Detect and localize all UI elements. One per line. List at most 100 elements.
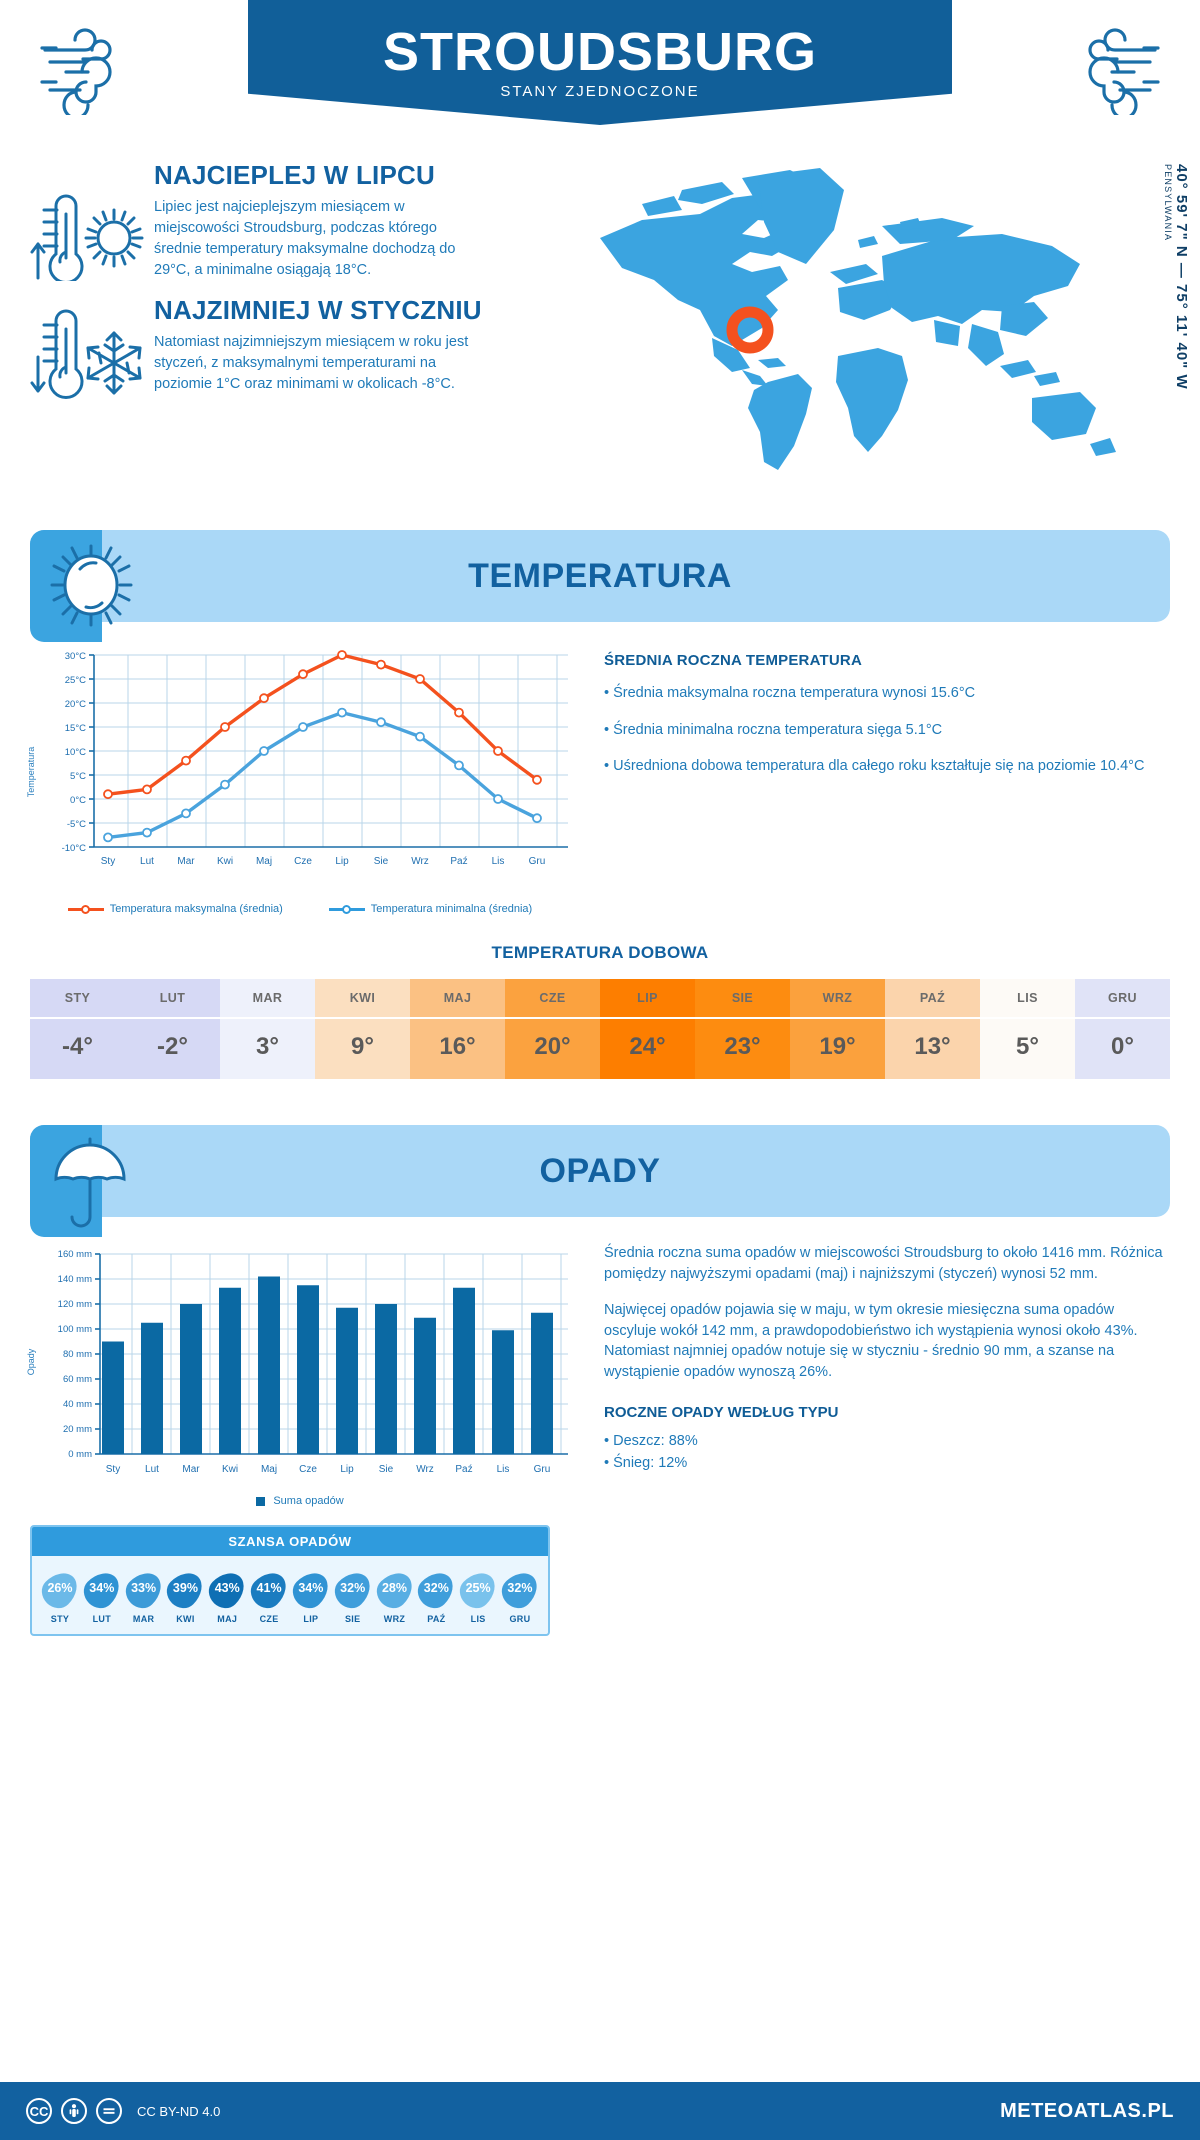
temperature-summary: ŚREDNIA ROCZNA TEMPERATURA • Średnia mak… bbox=[580, 642, 1170, 915]
svg-text:Sie: Sie bbox=[379, 1464, 394, 1475]
table-col-header: PAŹ bbox=[885, 979, 980, 1018]
umbrella-icon bbox=[44, 1133, 144, 1233]
sun-icon bbox=[44, 538, 139, 633]
water-drop-icon: 28% bbox=[370, 1565, 419, 1615]
svg-text:Maj: Maj bbox=[256, 856, 272, 867]
rain-chance-item: 33% MAR bbox=[119, 1565, 168, 1624]
svg-text:Lut: Lut bbox=[140, 856, 154, 867]
precip-types-title: ROCZNE OPADY WEDŁUG TYPU bbox=[604, 1404, 839, 1422]
table-cell: 3° bbox=[220, 1017, 315, 1079]
water-drop-icon: 39% bbox=[161, 1565, 210, 1615]
daily-temperature-table: STY LUT MAR KWI MAJ CZE LIP SIE WRZ PAŹ … bbox=[30, 979, 1170, 1079]
legend-label-sum: Suma opadów bbox=[273, 1495, 344, 1507]
svg-text:Opady: Opady bbox=[26, 1348, 36, 1375]
svg-text:25°C: 25°C bbox=[65, 675, 86, 686]
section-title: TEMPERATURA bbox=[468, 556, 732, 595]
rain-chance-month: SIE bbox=[344, 1614, 361, 1624]
site-brand: METEOATLAS.PL bbox=[1000, 2099, 1174, 2122]
rain-chance-panel: SZANSA OPADÓW 26% STY 34% LUT 33% bbox=[30, 1525, 550, 1636]
precip-type-rain: • Deszcz: 88% bbox=[604, 1433, 698, 1450]
table-col-header: MAR bbox=[220, 979, 315, 1018]
rain-chance-month: CZE bbox=[259, 1614, 279, 1624]
wind-icon-left bbox=[30, 20, 140, 115]
legend-swatch-sum bbox=[256, 1496, 266, 1506]
precip-paragraph: Najwięcej opadów pojawia się w maju, w t… bbox=[604, 1302, 1138, 1380]
rain-chance-title: SZANSA OPADÓW bbox=[32, 1527, 548, 1556]
legend-item-min: Temperatura minimalna (średnia) bbox=[328, 903, 533, 915]
rain-chance-month: GRU bbox=[509, 1614, 531, 1624]
page-title: STROUDSBURG bbox=[382, 22, 817, 82]
legend-label-min: Temperatura minimalna (średnia) bbox=[370, 903, 533, 915]
rain-chance-month: WRZ bbox=[383, 1614, 406, 1624]
svg-text:Cze: Cze bbox=[299, 1464, 317, 1475]
svg-text:Paź: Paź bbox=[450, 856, 467, 867]
svg-text:120 mm: 120 mm bbox=[58, 1299, 92, 1310]
rain-chance-value: 41% bbox=[256, 1581, 282, 1595]
title-banner: STROUDSBURG STANY ZJEDNOCZONE bbox=[248, 0, 952, 125]
svg-text:Gru: Gru bbox=[534, 1464, 551, 1475]
svg-text:Lip: Lip bbox=[340, 1464, 354, 1475]
rain-chance-item: 34% LIP bbox=[286, 1565, 336, 1624]
fact-title: NAJCIEPLEJ W LIPCU bbox=[154, 160, 435, 190]
temperature-content: Temperatura 30°C 25°C 20°C 15°C 10°C 5°C… bbox=[0, 622, 1200, 915]
rain-chance-value: 33% bbox=[131, 1581, 157, 1595]
rain-chance-value: 32% bbox=[507, 1581, 533, 1595]
header: STROUDSBURG STANY ZJEDNOCZONE bbox=[0, 0, 1200, 150]
svg-text:Wrz: Wrz bbox=[416, 1464, 434, 1475]
rain-chance-item: 28% WRZ bbox=[370, 1565, 419, 1624]
rain-chance-month: STY bbox=[50, 1614, 70, 1624]
svg-text:100 mm: 100 mm bbox=[58, 1324, 92, 1335]
table-col-header: KWI bbox=[315, 979, 410, 1018]
table-col-header: LIS bbox=[980, 979, 1075, 1018]
water-drop-icon: 34% bbox=[286, 1565, 336, 1615]
temperature-chart: Temperatura 30°C 25°C 20°C 15°C 10°C 5°C… bbox=[20, 642, 580, 915]
temperature-legend: Temperatura maksymalna (średnia) Tempera… bbox=[20, 903, 580, 915]
table-cell: 23° bbox=[695, 1017, 790, 1079]
svg-text:140 mm: 140 mm bbox=[58, 1274, 92, 1285]
water-drop-icon: 43% bbox=[202, 1565, 252, 1615]
footer: CC CC BY-ND 4.0 METEOATLAS.PL bbox=[0, 2082, 1200, 2140]
svg-text:Lip: Lip bbox=[335, 856, 349, 867]
rain-chance-item: 32% SIE bbox=[328, 1565, 378, 1624]
svg-text:15°C: 15°C bbox=[65, 723, 86, 734]
svg-text:Wrz: Wrz bbox=[411, 856, 429, 867]
svg-text:Sty: Sty bbox=[106, 1464, 120, 1475]
table-col-header: GRU bbox=[1075, 979, 1170, 1018]
svg-text:20°C: 20°C bbox=[65, 699, 86, 710]
rain-chance-month: PAŹ bbox=[427, 1614, 446, 1624]
country-subtitle: STANY ZJEDNOCZONE bbox=[500, 82, 700, 100]
table-row: -4° -2° 3° 9° 16° 20° 24° 23° 19° 13° 5°… bbox=[30, 1017, 1170, 1079]
legend-item-max: Temperatura maksymalna (średnia) bbox=[67, 903, 283, 915]
svg-text:Gru: Gru bbox=[529, 856, 546, 867]
temperature-section-header: TEMPERATURA bbox=[30, 530, 1170, 642]
thermometer-snowflake-icon bbox=[30, 295, 150, 416]
rain-chance-value: 28% bbox=[381, 1581, 408, 1595]
svg-text:30°C: 30°C bbox=[65, 651, 86, 662]
svg-text:160 mm: 160 mm bbox=[58, 1249, 92, 1260]
table-cell: 19° bbox=[790, 1017, 885, 1079]
precipitation-content: Opady 160 mm 140 mm 120 mm 100 mm 80 mm … bbox=[0, 1217, 1200, 1507]
svg-text:Maj: Maj bbox=[261, 1464, 277, 1475]
svg-text:Cze: Cze bbox=[294, 856, 312, 867]
svg-text:40 mm: 40 mm bbox=[63, 1399, 92, 1410]
license-block: CC CC BY-ND 4.0 bbox=[26, 2098, 220, 2124]
by-icon bbox=[61, 2098, 87, 2124]
summary-bullet: • Uśredniona dobowa temperatura dla całe… bbox=[604, 758, 1145, 775]
table-col-header: CZE bbox=[505, 979, 600, 1018]
svg-text:80 mm: 80 mm bbox=[63, 1349, 92, 1360]
water-drop-icon: 32% bbox=[328, 1565, 378, 1615]
svg-text:Lut: Lut bbox=[145, 1464, 159, 1475]
precipitation-section-header: OPADY bbox=[30, 1125, 1170, 1237]
svg-text:60 mm: 60 mm bbox=[63, 1374, 92, 1385]
svg-text:Mar: Mar bbox=[182, 1464, 200, 1475]
water-drop-icon: 25% bbox=[453, 1565, 503, 1615]
svg-text:-10°C: -10°C bbox=[62, 843, 87, 854]
rain-chance-value: 25% bbox=[465, 1581, 491, 1595]
coordinates-value: 40° 59' 7" N — 75° 11' 40" W bbox=[1173, 164, 1190, 390]
coordinates: 40° 59' 7" N — 75° 11' 40" W PENSYLWANIA bbox=[1160, 164, 1190, 390]
svg-text:Temperatura: Temperatura bbox=[26, 747, 36, 798]
rain-chance-month: MAJ bbox=[217, 1614, 238, 1624]
water-drop-icon: 32% bbox=[411, 1565, 461, 1615]
svg-text:Mar: Mar bbox=[177, 856, 195, 867]
table-cell: 9° bbox=[315, 1017, 410, 1079]
